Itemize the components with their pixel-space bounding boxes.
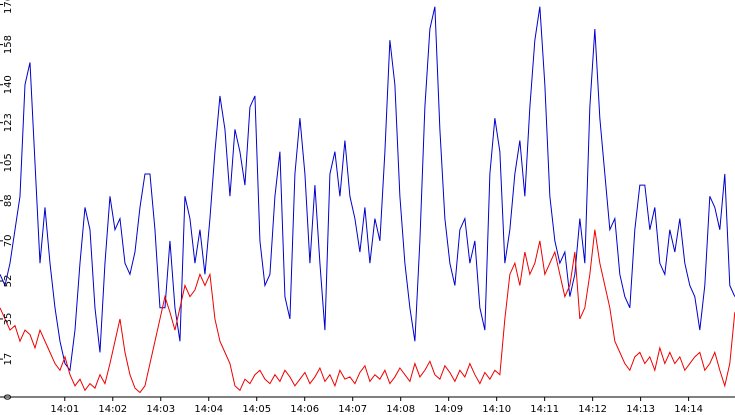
- x-tick-label: 14:08: [386, 404, 415, 415]
- x-tick-label: 14:12: [578, 404, 607, 415]
- x-tick-label: 14:11: [530, 404, 559, 415]
- y-tick-label: 0: [3, 394, 14, 400]
- y-tick-label: 140: [3, 75, 14, 94]
- y-tick-label: 88: [3, 194, 14, 207]
- y-tick-label: 17: [3, 353, 14, 366]
- x-tick-label: 14:02: [98, 404, 127, 415]
- x-tick-label: 14:06: [290, 404, 319, 415]
- data-line: [0, 229, 735, 394]
- y-tick-label: 35: [3, 313, 14, 326]
- y-tick-label: 123: [3, 113, 14, 132]
- x-tick-label: 14:10: [482, 404, 511, 415]
- y-tick-label: 158: [3, 35, 14, 54]
- y-tick-label: 176: [3, 0, 14, 14]
- x-tick-label: 14:09: [434, 404, 463, 415]
- y-tick-label: 105: [3, 153, 14, 172]
- y-tick-label: 70: [3, 235, 14, 248]
- x-tick-label: 14:01: [50, 404, 79, 415]
- x-tick-label: 14:07: [338, 404, 367, 415]
- x-tick-label: 14:04: [194, 404, 223, 415]
- x-tick-label: 14:13: [626, 404, 655, 415]
- x-tick-label: 14:14: [674, 404, 703, 415]
- y-tick-label: 52: [3, 275, 14, 288]
- x-tick-label: 14:03: [146, 404, 175, 415]
- x-tick-label: 14:05: [242, 404, 271, 415]
- data-line: [0, 6, 735, 372]
